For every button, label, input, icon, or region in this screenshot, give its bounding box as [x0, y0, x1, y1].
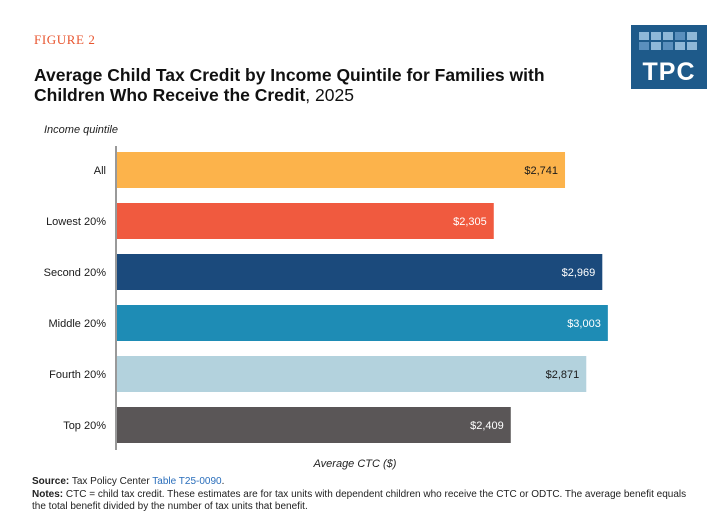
source-label: Source: [32, 476, 70, 487]
chart-title: Average Child Tax Credit by Income Quint… [34, 65, 594, 105]
category-tick-label: Top 20% [63, 420, 106, 432]
x-axis-label: Average CTC ($) [313, 458, 397, 470]
bar [117, 254, 603, 290]
notes-line: Notes: CTC = child tax credit. These est… [32, 489, 692, 514]
source-link[interactable]: Table T25-0090 [152, 476, 222, 487]
source-line: Source: Tax Policy Center Table T25-0090… [32, 476, 692, 489]
y-axis-label: Income quintile [44, 124, 118, 136]
bar [117, 407, 511, 443]
bar [117, 356, 587, 392]
bar-value-label: $2,871 [546, 369, 580, 381]
notes-label: Notes: [32, 488, 64, 500]
source-end: . [221, 476, 225, 487]
bar-value-label: $2,305 [453, 216, 487, 228]
category-tick-label: All [94, 165, 106, 177]
bar [117, 305, 608, 341]
figure-label: FIGURE 2 [34, 32, 96, 47]
category-tick-label: Middle 20% [49, 318, 107, 330]
bar-value-label: $2,741 [524, 165, 558, 177]
logo-text: TPC [642, 58, 696, 86]
bar [117, 152, 566, 188]
tpc-logo: TPC [631, 25, 707, 89]
notes-text: CTC = child tax credit. These estimates … [32, 488, 687, 513]
category-tick-label: Fourth 20% [49, 369, 106, 381]
chart-title-main: Average Child Tax Credit by Income Quint… [34, 65, 545, 105]
category-tick-label: Lowest 20% [46, 216, 106, 228]
bar-value-label: $2,409 [470, 420, 504, 432]
bar-value-label: $2,969 [562, 267, 596, 279]
bar-value-label: $3,003 [567, 318, 601, 330]
chart-notes: Source: Tax Policy Center Table T25-0090… [32, 476, 692, 514]
chart-title-year: , 2025 [305, 85, 354, 105]
source-text: Tax Policy Center [71, 476, 150, 487]
category-tick-label: Second 20% [44, 267, 107, 279]
bar [117, 203, 494, 239]
